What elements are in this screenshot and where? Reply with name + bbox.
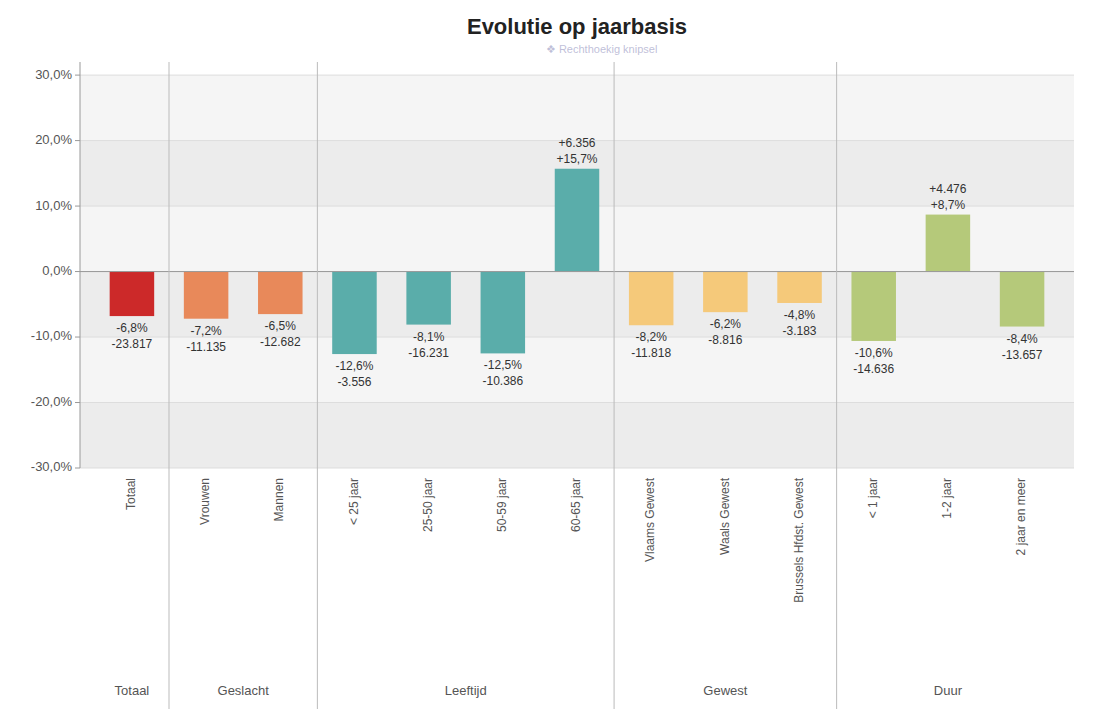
title: Evolutie op jaarbasis xyxy=(467,14,687,39)
x-tick-label: 1-2 jaar xyxy=(940,478,954,519)
y-tick xyxy=(75,337,80,338)
y-tick-label: 10,0% xyxy=(35,198,72,213)
x-tick-label: 50-59 jaar xyxy=(495,478,509,532)
y-tick xyxy=(75,402,80,403)
data-label: -6,8% xyxy=(116,321,148,335)
data-label: -8,4% xyxy=(1006,332,1038,346)
bar xyxy=(703,272,748,313)
x-tick-label: Vrouwen xyxy=(198,478,212,525)
y-tick xyxy=(75,468,80,469)
data-label: -6,5% xyxy=(265,319,297,333)
y-tick-label: 30,0% xyxy=(35,67,72,82)
grid-band xyxy=(80,337,1074,402)
abs-label: -8.816 xyxy=(708,333,742,347)
abs-label: -13.657 xyxy=(1002,348,1043,362)
x-axis: Totaal Vrouwen Mannen < 25 jaar 25-50 jaar 50… xyxy=(124,477,1028,602)
group-label: Gewest xyxy=(703,683,747,698)
abs-label: -10.386 xyxy=(482,374,523,388)
group-separator xyxy=(317,62,318,709)
y-tick-label: -20,0% xyxy=(31,394,73,409)
grid-line xyxy=(80,468,1074,469)
bar xyxy=(777,272,822,303)
x-tick-label: 60-65 jaar xyxy=(569,478,583,532)
y-tick-label: 20,0% xyxy=(35,132,72,147)
grid xyxy=(80,75,1074,468)
bar xyxy=(555,169,600,272)
y-tick xyxy=(75,140,80,141)
data-label: -12,6% xyxy=(335,359,373,373)
x-tick-label: Vlaams Gewest xyxy=(643,477,657,562)
chart: Evolutie op jaarbasis -30,0% -20,0% -10,0% 0… xyxy=(0,0,1094,713)
y-tick xyxy=(75,75,80,76)
grid-band xyxy=(80,403,1074,468)
group-labels: Totaal Geslacht Leeftijd Gewest Duur xyxy=(115,683,963,698)
bar xyxy=(184,272,229,319)
abs-label: +6.356 xyxy=(558,136,595,150)
grid-line xyxy=(80,337,1074,338)
bar xyxy=(332,272,377,355)
data-label: -7,2% xyxy=(190,324,222,338)
abs-label: -3.556 xyxy=(337,375,371,389)
watermark: ❖ Rechthoekig knipsel xyxy=(546,43,657,55)
x-tick-label: 2 jaar en meer xyxy=(1014,478,1028,555)
y-tick-label: -10,0% xyxy=(31,328,73,343)
abs-label: -23.817 xyxy=(112,337,153,351)
y-tick-label: -30,0% xyxy=(31,459,73,474)
grid-band xyxy=(80,75,1074,140)
grid-line xyxy=(80,75,1074,76)
bar xyxy=(629,272,674,326)
y-tick-label: 0,0% xyxy=(42,263,72,278)
bars xyxy=(110,169,1045,354)
y-tick xyxy=(75,206,80,207)
y-axis-line xyxy=(80,62,81,468)
bar xyxy=(481,272,526,354)
x-tick-label: 25-50 jaar xyxy=(421,478,435,532)
abs-label: -11.818 xyxy=(631,346,671,360)
group-label: Duur xyxy=(934,683,963,698)
x-tick-label: Totaal xyxy=(124,478,138,510)
bar xyxy=(406,272,451,325)
group-separators xyxy=(169,62,837,709)
bar xyxy=(1000,272,1045,327)
data-label: -4,8% xyxy=(784,308,816,322)
x-tick-label: < 25 jaar xyxy=(347,478,361,525)
group-separator xyxy=(614,62,615,709)
data-label: -12,5% xyxy=(484,358,522,372)
abs-label: -12.682 xyxy=(260,335,301,349)
group-label: Totaal xyxy=(115,683,150,698)
x-tick-label: < 1 jaar xyxy=(866,478,880,518)
abs-label: -11.135 xyxy=(186,340,226,354)
abs-label: -16.231 xyxy=(408,346,449,360)
data-labels: -6,8% -23.817 -7,2% -11.135 -6,5% -12.682 -12,… xyxy=(112,136,1043,389)
group-separator xyxy=(836,62,837,709)
y-axis: -30,0% -20,0% -10,0% 0,0% 10,0% 20,0% 30,0% xyxy=(31,67,80,475)
abs-label: +4.476 xyxy=(929,182,966,196)
data-label: +15,7% xyxy=(556,152,597,166)
data-label: -8,2% xyxy=(635,330,667,344)
data-label: -8,1% xyxy=(413,330,445,344)
group-label: Geslacht xyxy=(218,683,270,698)
grid-line xyxy=(80,271,1074,272)
data-label: -10,6% xyxy=(855,346,893,360)
x-tick-label: Mannen xyxy=(272,478,286,521)
data-label: -6,2% xyxy=(710,317,742,331)
y-tick xyxy=(75,271,80,272)
grid-line xyxy=(80,402,1074,403)
abs-label: -14.636 xyxy=(853,362,894,376)
bar xyxy=(110,272,155,317)
group-separator xyxy=(169,62,170,709)
bar xyxy=(926,215,971,272)
x-tick-label: Waals Gewest xyxy=(718,477,732,555)
x-tick-label: Brussels Hfdst. Gewest xyxy=(792,477,806,602)
bar xyxy=(851,272,896,341)
zero-line xyxy=(80,271,1074,272)
group-label: Leeftijd xyxy=(445,683,487,698)
bar xyxy=(258,272,303,315)
data-label: +8,7% xyxy=(931,198,966,212)
grid-band xyxy=(80,272,1074,337)
abs-label: -3.183 xyxy=(783,324,817,338)
